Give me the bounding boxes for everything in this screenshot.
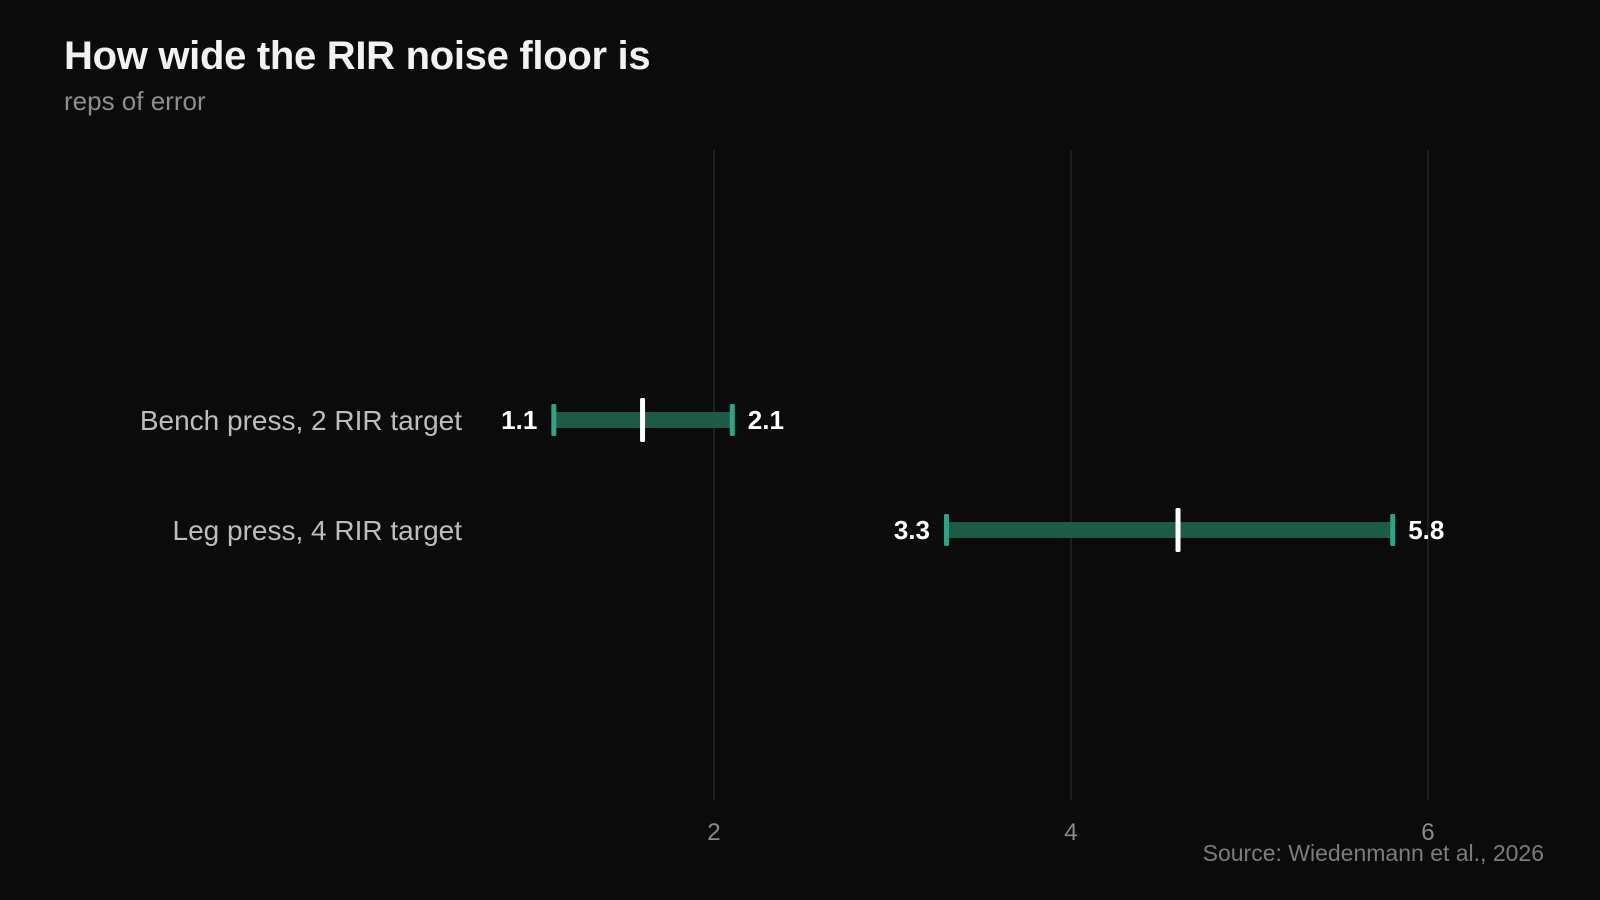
range-high-cap xyxy=(1390,514,1396,546)
range-row: Leg press, 4 RIR target 3.3 5.8 xyxy=(173,508,1444,552)
range-midpoint xyxy=(1175,508,1181,552)
row-label: Bench press, 2 RIR target xyxy=(140,405,462,436)
high-value-label: 2.1 xyxy=(748,405,784,435)
x-axis-ticks: 2 4 6 xyxy=(707,819,1434,846)
source-note: Source: Wiedenmann et al., 2026 xyxy=(1202,840,1544,866)
x-tick-label: 4 xyxy=(1064,819,1077,846)
x-tick-label: 6 xyxy=(1421,819,1434,846)
high-value-label: 5.8 xyxy=(1408,515,1444,545)
grid-layer xyxy=(713,150,1429,800)
range-row: Bench press, 2 RIR target 1.1 2.1 xyxy=(140,398,784,442)
range-low-cap xyxy=(943,514,949,546)
range-rows: Bench press, 2 RIR target 1.1 2.1 Leg press… xyxy=(140,398,1444,552)
row-label: Leg press, 4 RIR target xyxy=(173,515,463,546)
chart-title: How wide the RIR noise floor is xyxy=(64,34,651,78)
range-bar xyxy=(945,522,1393,538)
chart-subtitle: reps of error xyxy=(64,86,206,116)
x-tick-label: 2 xyxy=(707,819,720,846)
low-value-label: 1.1 xyxy=(501,405,537,435)
range-midpoint xyxy=(640,398,646,442)
range-low-cap xyxy=(551,404,557,436)
range-high-cap xyxy=(729,404,735,436)
low-value-label: 3.3 xyxy=(894,515,930,545)
